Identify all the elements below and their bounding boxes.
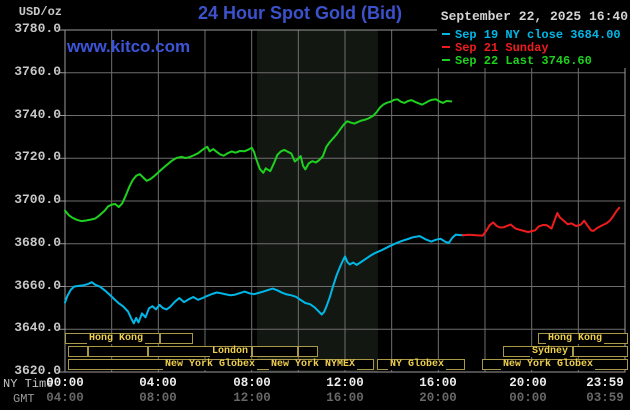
y-axis-label: 3680.0 [14,234,61,250]
x-axis-label-gmt: 08:00 [139,391,177,405]
x-axis-label-ny-time: 16:00 [419,376,457,390]
legend: Sep 19 NY close 3684.00 Sep 21 Sunday Sep … [437,28,628,68]
y-axis-label: 3740.0 [14,106,61,122]
y-axis-units: USD/oz [18,5,62,19]
y-axis-label: 3660.0 [14,277,61,293]
y-axis-label: 3760.0 [14,63,61,79]
session-label: Hong Kong [86,333,146,344]
session-label: New York Globex [162,359,258,370]
session-box [573,346,628,357]
x-axis-label-gmt: 12:00 [233,391,271,405]
x-axis-label-ny-time: 20:00 [509,376,547,390]
y-axis-label: 3640.0 [14,320,61,336]
session-box [88,346,148,357]
session-box [298,346,318,357]
session-box [252,346,298,357]
session-label: Hong Kong [545,333,605,344]
legend-label: Sep 21 Sunday [455,41,549,55]
legend-label: Sep 19 NY close 3684.00 [455,28,621,42]
chart-title: 24 Hour Spot Gold (Bid) [198,3,402,23]
session-box [160,333,193,344]
y-axis-label: 3720.0 [14,149,61,165]
series-line-sep-22-last [64,98,453,223]
gmt-row-label: GMT [13,392,35,406]
kitco-watermark-link[interactable]: www.kitco.com [67,37,191,56]
session-box [148,346,252,357]
chart-datetime: September 22, 2025 16:40 [440,9,628,24]
x-axis-label-gmt: 00:00 [509,391,547,405]
y-axis-label: 3700.0 [14,192,61,207]
x-axis-label-ny-time: 08:00 [233,376,271,390]
y-axis-label: 3620.0 [14,363,61,378]
legend-dash-icon [442,45,450,48]
x-axis-label-ny-time: 23:59 [586,376,624,390]
x-axis-label-gmt: 04:00 [46,391,84,405]
x-axis-label-gmt: 20:00 [419,391,457,405]
legend-dash-icon [442,32,450,35]
legend-row: Sep 21 Sunday [441,42,628,55]
session-label: London [209,346,251,357]
series-line-sep-19-ny-close [64,233,465,325]
session-label: New York Globex [500,359,596,370]
ny-time-row-label: NY Time [3,377,54,391]
legend-row: Sep 19 NY close 3684.00 [441,29,628,42]
legend-row: Sep 22 Last 3746.60 [441,55,628,68]
x-axis-label-ny-time: 12:00 [326,376,364,390]
x-axis-label-ny-time: 04:00 [139,376,177,390]
session-box [68,346,88,357]
session-label: NY Globex [387,359,447,370]
session-label: Sydney [529,346,571,357]
session-label: New York NYMEX [268,359,358,370]
y-axis-label: 3780.0 [14,21,61,36]
plot-border [64,29,626,373]
legend-label: Sep 22 Last 3746.60 [455,54,592,68]
legend-dash-icon [442,58,450,61]
x-axis-label-gmt: 16:00 [326,391,364,405]
series-line-sep-21-sunday [461,206,621,237]
x-axis-label-gmt: 03:59 [586,391,624,405]
x-axis-label-ny-time: 00:00 [46,376,84,390]
